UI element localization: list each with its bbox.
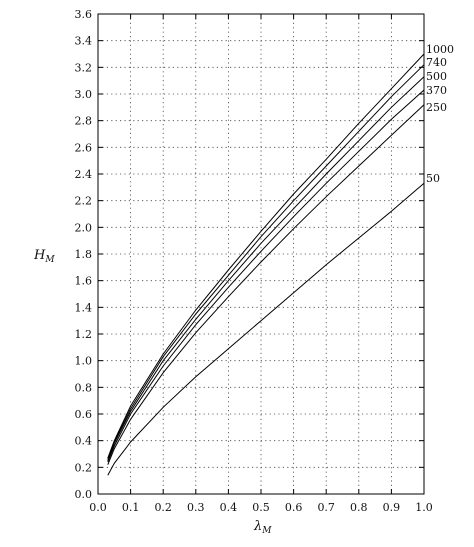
series-label-50: 50: [426, 172, 440, 185]
y-tick-label: 2.4: [75, 168, 93, 181]
y-tick-label: 1.0: [75, 355, 93, 368]
x-tick-label: 0.8: [350, 501, 368, 514]
series-line-370: [107, 89, 425, 463]
x-axis-label: λM: [253, 519, 272, 536]
y-axis-label-main: H: [33, 248, 46, 263]
x-tick-label: 1.0: [415, 501, 433, 514]
y-tick-label: 2.0: [75, 221, 93, 234]
x-tick-label: 0.7: [317, 501, 335, 514]
y-tick-label: 1.8: [75, 248, 93, 261]
y-tick-label: 0.4: [75, 435, 93, 448]
y-tick-label: 1.4: [75, 301, 93, 314]
y-tick-label: 2.2: [75, 195, 93, 208]
y-tick-label: 1.6: [75, 275, 93, 288]
series-line-50: [107, 182, 425, 476]
series-line-500: [107, 76, 425, 461]
x-tick-label: 0.2: [154, 501, 172, 514]
y-tick-label: 3.4: [75, 35, 93, 48]
series-label-250: 250: [426, 101, 447, 114]
x-tick-label: 0.4: [220, 501, 238, 514]
series-line-740: [107, 64, 425, 460]
x-axis-label-sub: M: [261, 526, 272, 536]
y-tick-label: 0.2: [75, 461, 93, 474]
series-label-500: 500: [426, 70, 447, 83]
y-tick-label: 3.2: [75, 61, 93, 74]
x-tick-label: 0.1: [122, 501, 140, 514]
series-label-1000: 1000: [426, 43, 454, 56]
x-tick-label: 0.0: [89, 501, 107, 514]
x-tick-label: 0.6: [285, 501, 303, 514]
y-axis-label: HM: [33, 248, 55, 265]
x-tick-label: 0.9: [383, 501, 401, 514]
y-axis-label-sub: M: [44, 255, 55, 265]
y-tick-label: 0.8: [75, 381, 93, 394]
y-tick-label: 3.0: [75, 88, 93, 101]
series-lines: [107, 53, 425, 476]
y-tick-label: 0.6: [75, 408, 93, 421]
series-line-1000: [107, 53, 425, 459]
series-line-250: [107, 104, 425, 465]
y-tick-label: 1.2: [75, 328, 93, 341]
x-tick-label: 0.5: [252, 501, 270, 514]
series-label-740: 740: [426, 56, 447, 69]
y-tick-label: 2.8: [75, 115, 93, 128]
y-tick-label: 0.0: [75, 488, 93, 501]
x-tick-label: 0.3: [187, 501, 205, 514]
y-tick-label: 3.6: [75, 8, 93, 21]
series-label-370: 370: [426, 84, 447, 97]
axis-ticks: 0.0 0.1 0.2 0.3 0.4 0.5 0.6 0.7 0.8 0.9 1.0 0.0 0.2 0…: [75, 8, 433, 514]
x-axis-label-main: λ: [253, 519, 262, 534]
y-tick-label: 2.6: [75, 141, 93, 154]
grid-lines: [98, 14, 424, 494]
